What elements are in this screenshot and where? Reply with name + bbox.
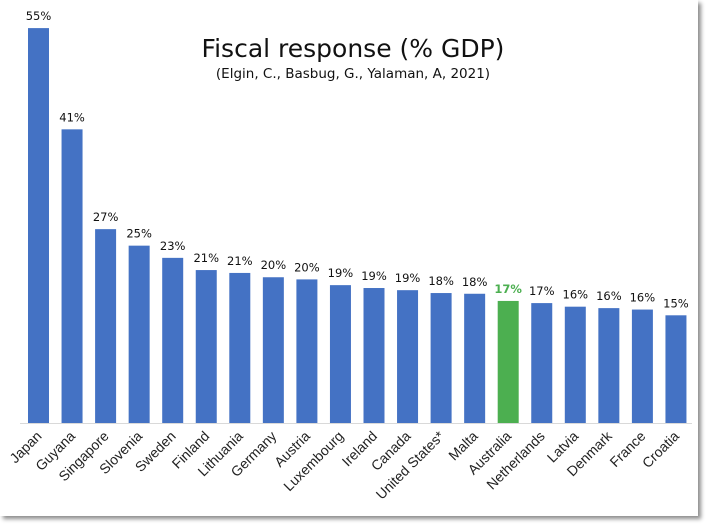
data-label-sweden: 23% (160, 239, 186, 253)
bar-netherlands (531, 303, 553, 423)
data-label-united-states: 18% (428, 274, 454, 288)
bar-slovenia (128, 245, 150, 423)
chart-title: Fiscal response (% GDP) (202, 34, 505, 63)
bar-latvia (564, 306, 586, 423)
data-label-austria: 20% (294, 260, 320, 274)
data-labels-group: 55% 41% 27% 25% 23% 21% 21% 20% 20% 19% 19% 19% 18% 1… (26, 9, 689, 310)
bar-malta (464, 293, 486, 423)
bar-ireland (363, 288, 385, 423)
data-label-canada: 19% (395, 271, 421, 285)
data-label-finland: 21% (193, 251, 219, 265)
data-label-france: 16% (630, 291, 656, 305)
bar-australia (497, 300, 519, 423)
chart-subtitle: (Elgin, C., Basbug, G., Yalaman, A, 2021… (216, 66, 490, 82)
bar-denmark (598, 308, 620, 423)
data-label-guyana: 41% (59, 110, 85, 124)
data-label-denmark: 16% (596, 289, 622, 303)
data-label-latvia: 16% (563, 288, 589, 302)
bar-japan (28, 28, 49, 423)
data-label-croatia: 15% (663, 296, 689, 310)
bar-croatia (665, 315, 687, 423)
bar-guyana (61, 129, 83, 423)
bars-group (28, 28, 687, 423)
data-label-lithuania: 21% (227, 254, 253, 268)
data-label-singapore: 27% (93, 210, 119, 224)
x-tick-label-croatia: Croatia (639, 428, 682, 471)
bar-finland (195, 270, 217, 423)
bar-united-states (430, 293, 452, 423)
chart-frame: Fiscal response (% GDP) (Elgin, C., Basb… (6, 9, 692, 503)
bar-singapore (95, 229, 117, 423)
bar-france (631, 309, 653, 423)
data-label-australia: 17% (494, 282, 522, 296)
bar-lithuania (229, 272, 251, 423)
bar-chart: Fiscal response (% GDP) (Elgin, C., Basb… (6, 9, 692, 502)
data-label-slovenia: 25% (126, 227, 152, 241)
data-label-japan: 55% (26, 9, 52, 23)
data-label-netherlands: 17% (529, 284, 555, 298)
data-label-malta: 18% (462, 275, 488, 289)
x-tick-labels-group: JapanGuyanaSingaporeSloveniaSwedenFinlan… (6, 427, 682, 502)
bar-germany (262, 277, 284, 423)
bar-sweden (162, 257, 184, 423)
data-label-germany: 20% (261, 258, 287, 272)
data-label-luxembourg: 19% (328, 266, 354, 280)
bar-austria (296, 279, 318, 423)
data-label-ireland: 19% (361, 269, 387, 283)
bar-luxembourg (329, 285, 351, 423)
bar-canada (397, 290, 419, 423)
